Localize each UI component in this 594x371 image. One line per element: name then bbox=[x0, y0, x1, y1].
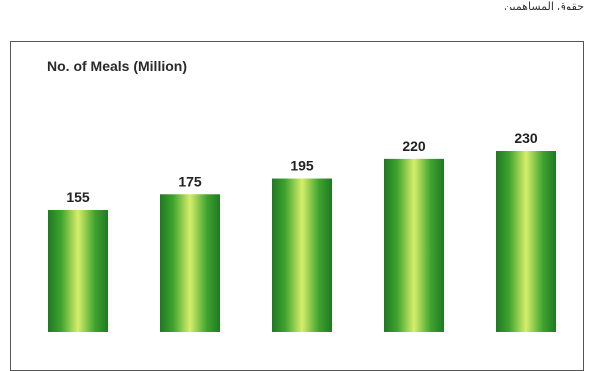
bar-value-label-4: 220 bbox=[402, 138, 426, 154]
bar-value-label-5: 230 bbox=[514, 130, 538, 146]
header-text: حقوق المساهمين bbox=[504, 0, 584, 10]
bar-3 bbox=[272, 178, 332, 332]
bar-2 bbox=[160, 194, 220, 332]
bar-value-label-3: 195 bbox=[290, 158, 314, 174]
chart-title: No. of Meals (Million) bbox=[47, 58, 187, 74]
bar-4 bbox=[384, 158, 444, 332]
chart-frame: No. of Meals (Million) 155 175 195 220 230 bbox=[10, 41, 584, 371]
bar-value-label-2: 175 bbox=[178, 173, 202, 189]
bar-value-label-1: 155 bbox=[66, 189, 90, 205]
bar-chart: 155 175 195 220 230 bbox=[48, 130, 556, 332]
bar-5 bbox=[496, 150, 556, 332]
bar-1 bbox=[48, 210, 108, 332]
